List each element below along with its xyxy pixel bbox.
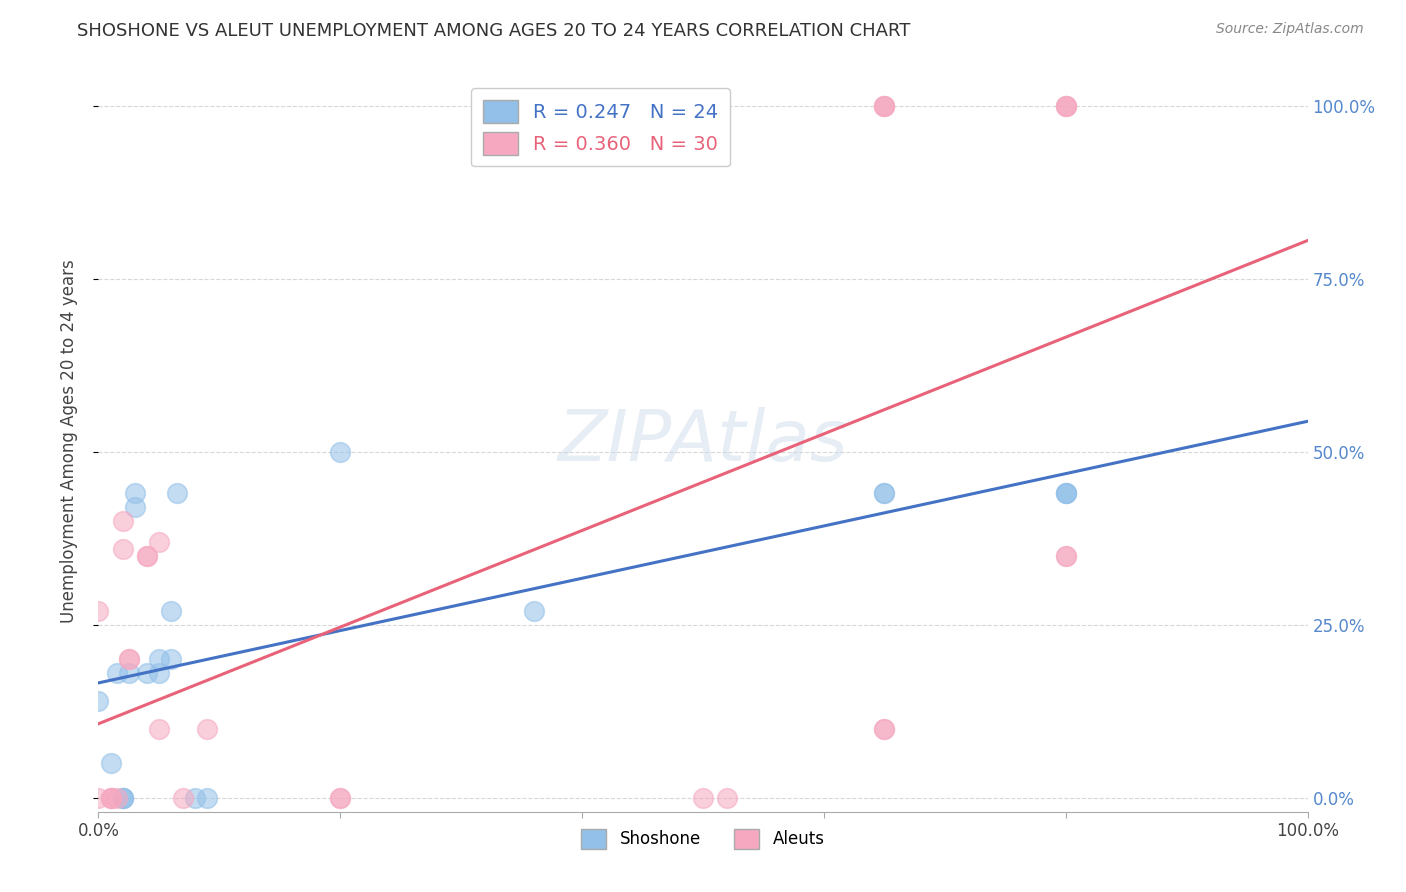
Point <box>148 652 170 666</box>
Point <box>118 666 141 681</box>
Point <box>716 790 738 805</box>
Point <box>111 790 134 805</box>
Point <box>87 604 110 618</box>
Point <box>873 99 896 113</box>
Point <box>148 534 170 549</box>
Y-axis label: Unemployment Among Ages 20 to 24 years: Unemployment Among Ages 20 to 24 years <box>59 260 77 624</box>
Legend: Shoshone, Aleuts: Shoshone, Aleuts <box>575 822 831 855</box>
Point <box>1054 486 1077 500</box>
Point <box>1054 486 1077 500</box>
Point <box>329 790 352 805</box>
Point <box>329 445 352 459</box>
Point <box>195 722 218 736</box>
Point <box>873 486 896 500</box>
Point <box>160 604 183 618</box>
Point <box>100 790 122 805</box>
Text: SHOSHONE VS ALEUT UNEMPLOYMENT AMONG AGES 20 TO 24 YEARS CORRELATION CHART: SHOSHONE VS ALEUT UNEMPLOYMENT AMONG AGE… <box>77 22 911 40</box>
Point <box>873 722 896 736</box>
Point <box>148 666 170 681</box>
Point <box>118 652 141 666</box>
Point <box>1054 99 1077 113</box>
Point <box>329 790 352 805</box>
Point <box>148 722 170 736</box>
Point <box>111 790 134 805</box>
Point <box>87 694 110 708</box>
Point <box>873 486 896 500</box>
Point <box>160 652 183 666</box>
Point <box>100 790 122 805</box>
Point <box>1054 549 1077 563</box>
Text: ZIPAtlas: ZIPAtlas <box>558 407 848 476</box>
Point <box>873 99 896 113</box>
Point <box>523 604 546 618</box>
Point <box>873 99 896 113</box>
Point <box>184 790 207 805</box>
Point <box>195 790 218 805</box>
Point <box>135 549 157 563</box>
Point <box>87 790 110 805</box>
Point <box>135 666 157 681</box>
Point <box>1054 99 1077 113</box>
Point <box>692 790 714 805</box>
Point <box>111 541 134 556</box>
Point <box>111 514 134 528</box>
Point <box>166 486 188 500</box>
Point <box>118 652 141 666</box>
Point <box>172 790 194 805</box>
Point <box>111 790 134 805</box>
Point <box>124 500 146 515</box>
Point <box>105 790 128 805</box>
Point <box>124 486 146 500</box>
Text: Source: ZipAtlas.com: Source: ZipAtlas.com <box>1216 22 1364 37</box>
Point <box>873 722 896 736</box>
Point <box>105 666 128 681</box>
Point <box>100 756 122 771</box>
Point <box>135 549 157 563</box>
Point <box>1054 486 1077 500</box>
Point <box>1054 549 1077 563</box>
Point <box>1054 99 1077 113</box>
Point <box>100 790 122 805</box>
